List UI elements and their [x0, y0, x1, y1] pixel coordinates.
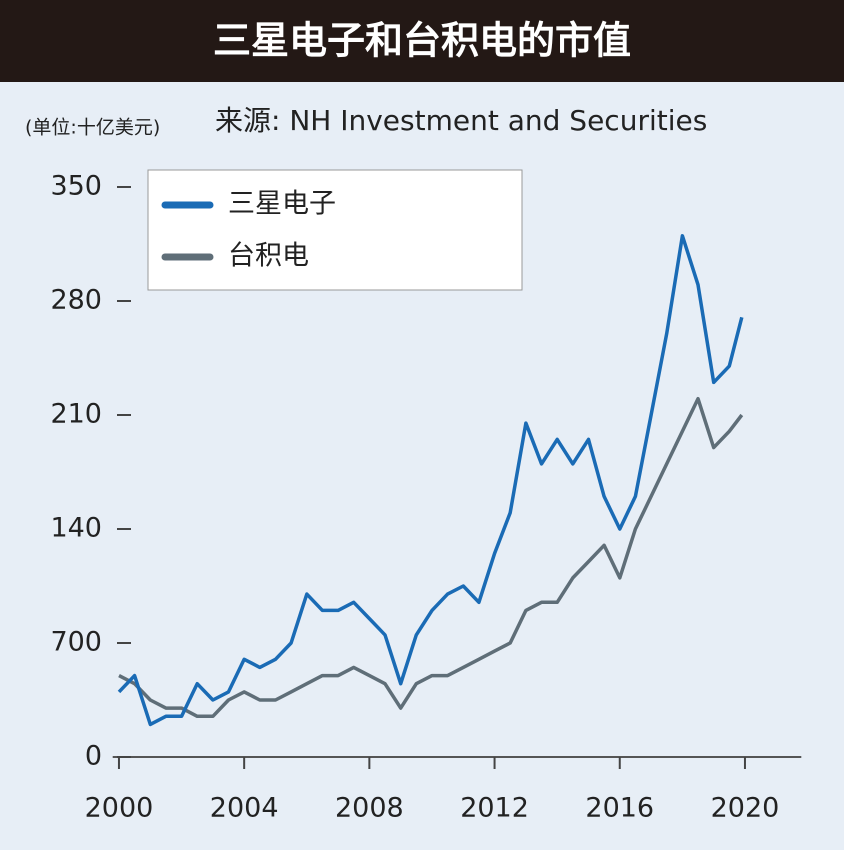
legend-label: 台积电	[228, 241, 309, 272]
y-tick-label: 140	[50, 512, 102, 543]
series-line	[117, 234, 744, 727]
y-tick-label: 210	[50, 398, 102, 429]
source: 来源: NH Investment and Securities	[215, 104, 707, 137]
chart-title: 三星电子和台积电的市值	[213, 19, 631, 63]
unit-label: (单位:十亿美元)	[25, 117, 160, 139]
x-tick-label: 2020	[711, 793, 780, 824]
series-line	[118, 396, 744, 719]
y-tick-label: 700	[50, 626, 102, 657]
x-tick-label: 2016	[585, 793, 654, 824]
x-tick-label: 2004	[210, 793, 279, 824]
y-tick-label: 0	[85, 741, 102, 772]
title-bar	[0, 0, 844, 82]
x-tick-label: 2012	[460, 793, 529, 824]
x-tick-label: 2008	[335, 793, 404, 824]
legend-label: 三星电子	[228, 189, 336, 220]
y-tick-label: 350	[50, 170, 102, 201]
x-tick-label: 2000	[85, 793, 154, 824]
legend-box	[147, 169, 523, 291]
y-tick-label: 280	[50, 284, 102, 315]
